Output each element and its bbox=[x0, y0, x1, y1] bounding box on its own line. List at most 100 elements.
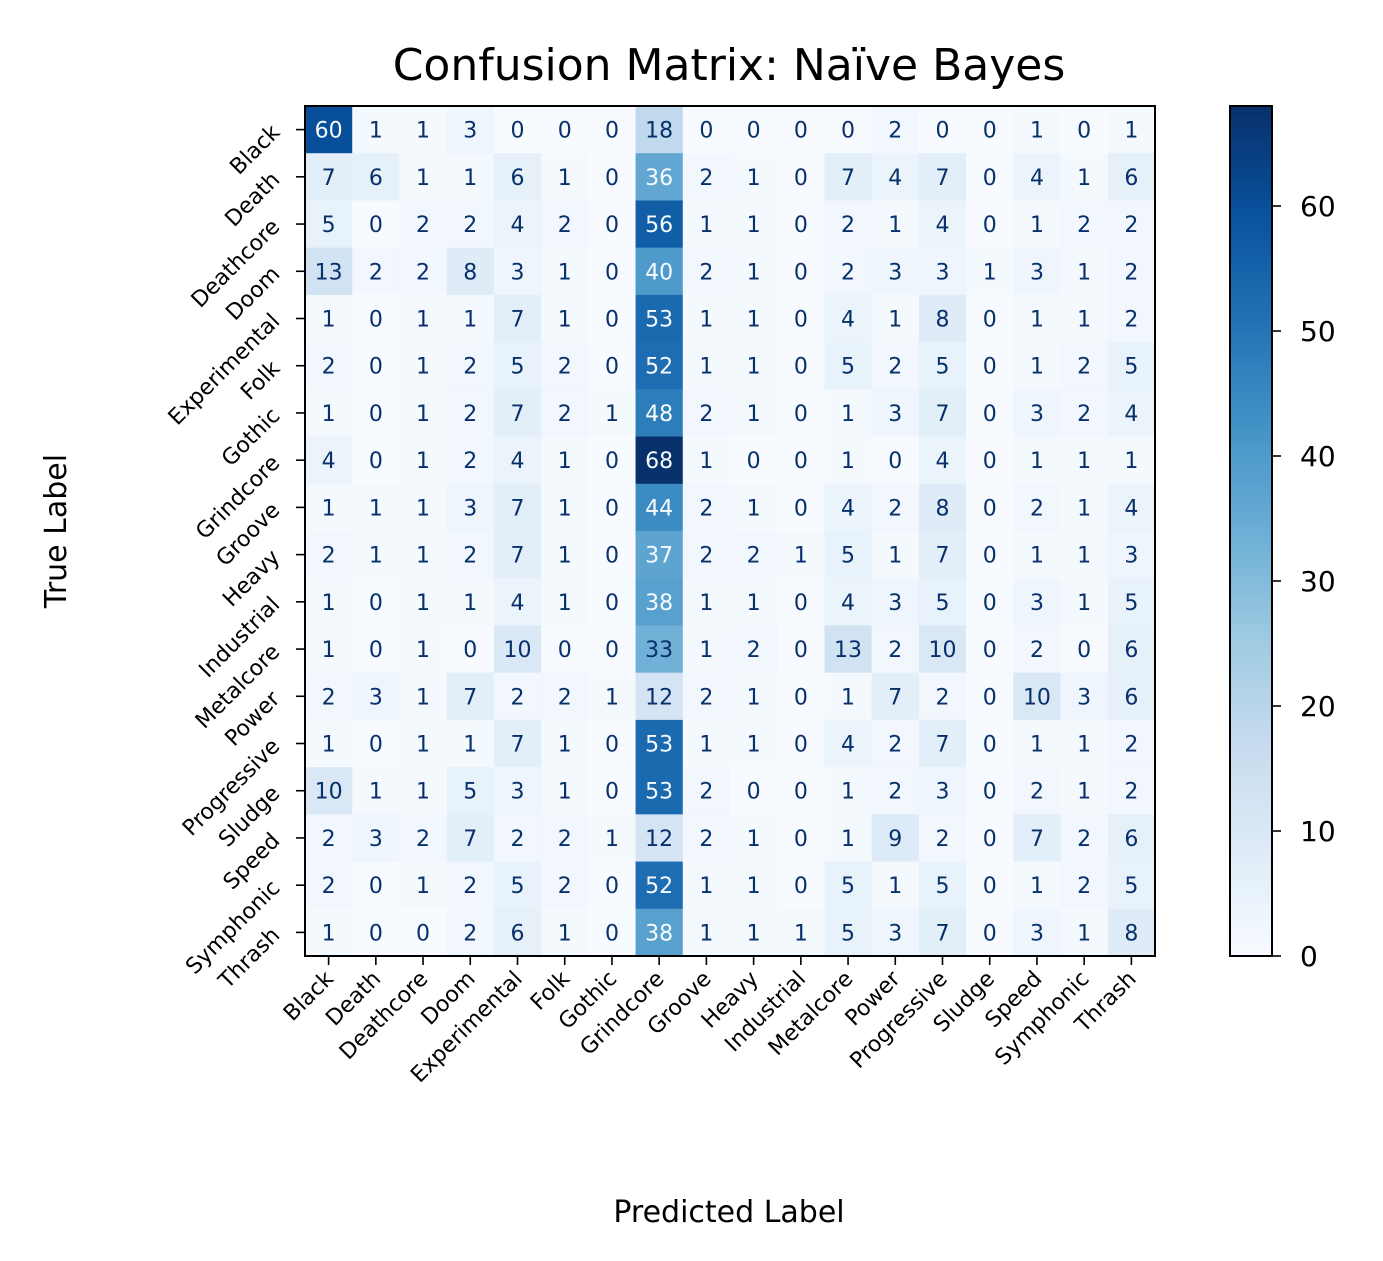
cell-value-label: 0 bbox=[605, 874, 619, 899]
cell-value-label: 1 bbox=[747, 685, 761, 710]
heatmap-cell bbox=[541, 861, 589, 910]
cell-value-label: 2 bbox=[558, 685, 572, 710]
heatmap-cell bbox=[1107, 389, 1156, 438]
cell-value-label: 0 bbox=[983, 827, 997, 852]
cell-value-label: 0 bbox=[747, 780, 761, 805]
cell-value-label: 2 bbox=[888, 780, 902, 805]
heatmap-cell bbox=[399, 200, 448, 249]
heatmap-cell bbox=[1107, 200, 1156, 249]
heatmap-cell bbox=[588, 578, 637, 626]
heatmap-cell bbox=[399, 436, 448, 485]
colorbar-tick-label: 0 bbox=[1300, 940, 1318, 973]
heatmap-cell bbox=[777, 153, 825, 201]
cell-value-label: 1 bbox=[605, 685, 619, 710]
heatmap-cell bbox=[824, 389, 873, 438]
heatmap-cell bbox=[446, 389, 495, 438]
heatmap-cell bbox=[871, 672, 920, 721]
cell-value-label: 1 bbox=[747, 213, 761, 238]
cell-value-label: 7 bbox=[511, 733, 525, 758]
heatmap-cell bbox=[1013, 247, 1062, 296]
heatmap-cell bbox=[446, 814, 495, 863]
heatmap-cell bbox=[635, 672, 684, 721]
heatmap-cell bbox=[966, 625, 1014, 674]
cell-value-label: 7 bbox=[511, 544, 525, 569]
cell-value-label: 1 bbox=[888, 213, 902, 238]
cell-value-label: 38 bbox=[645, 591, 673, 616]
cell-value-label: 2 bbox=[1030, 496, 1044, 521]
cell-value-label: 9 bbox=[888, 827, 902, 852]
cell-value-label: 1 bbox=[699, 308, 713, 333]
heatmap-cell bbox=[824, 578, 873, 626]
heatmap-cell bbox=[446, 719, 495, 768]
heatmap-cell bbox=[966, 578, 1014, 626]
cell-value-label: 6 bbox=[1124, 685, 1138, 710]
heatmap-cell bbox=[541, 767, 589, 815]
cell-value-label: 3 bbox=[463, 119, 477, 144]
heatmap-cell bbox=[635, 861, 684, 910]
heatmap-cell bbox=[493, 153, 542, 201]
heatmap-cell bbox=[588, 342, 637, 390]
heatmap-cell bbox=[777, 767, 825, 815]
cell-value-label: 1 bbox=[1124, 119, 1138, 144]
heatmap-cell bbox=[305, 200, 353, 249]
heatmap-cell bbox=[824, 861, 873, 910]
heatmap-cell bbox=[305, 578, 353, 626]
heatmap-cell bbox=[588, 814, 637, 863]
cell-value-label: 3 bbox=[888, 260, 902, 285]
cell-value-label: 0 bbox=[983, 874, 997, 899]
cell-value-label: 2 bbox=[699, 544, 713, 569]
heatmap-cell bbox=[588, 153, 637, 201]
cell-value-label: 6 bbox=[369, 166, 383, 191]
heatmap-cell bbox=[352, 342, 400, 390]
cell-value-label: 2 bbox=[888, 638, 902, 663]
heatmap-cell bbox=[446, 342, 495, 390]
cell-value-label: 1 bbox=[558, 496, 572, 521]
heatmap-cell bbox=[352, 861, 400, 910]
heatmap-cell bbox=[493, 483, 542, 532]
cell-value-label: 3 bbox=[1124, 544, 1138, 569]
heatmap-cell bbox=[1013, 719, 1062, 768]
cell-value-label: 0 bbox=[936, 119, 950, 144]
cell-value-label: 0 bbox=[794, 355, 808, 380]
heatmap-cell bbox=[635, 625, 684, 674]
cell-value-label: 0 bbox=[794, 591, 808, 616]
cell-value-label: 2 bbox=[322, 827, 336, 852]
heatmap-cell bbox=[588, 672, 637, 721]
heatmap-cell bbox=[635, 908, 684, 957]
cell-value-label: 3 bbox=[936, 260, 950, 285]
heatmap-cell bbox=[966, 719, 1014, 768]
heatmap-cell bbox=[777, 200, 825, 249]
cell-value-label: 1 bbox=[416, 449, 430, 474]
heatmap-cell bbox=[682, 247, 731, 296]
cell-value-label: 0 bbox=[983, 496, 997, 521]
heatmap-cell bbox=[1060, 578, 1109, 626]
cell-value-label: 1 bbox=[558, 780, 572, 805]
cell-value-label: 18 bbox=[645, 119, 673, 144]
cell-value-label: 1 bbox=[841, 780, 855, 805]
cell-value-label: 0 bbox=[369, 591, 383, 616]
heatmap-cell bbox=[966, 483, 1014, 532]
heatmap-cell bbox=[446, 625, 495, 674]
cell-value-label: 1 bbox=[1077, 780, 1091, 805]
heatmap-cell bbox=[352, 531, 400, 579]
cell-value-label: 0 bbox=[369, 402, 383, 427]
heatmap-cell bbox=[824, 483, 873, 532]
heatmap-cell bbox=[966, 814, 1014, 863]
cell-value-label: 1 bbox=[322, 733, 336, 758]
cell-value-label: 1 bbox=[369, 544, 383, 569]
heatmap-cell bbox=[541, 247, 589, 296]
heatmap-cell bbox=[777, 908, 825, 957]
heatmap-cell bbox=[1013, 908, 1062, 957]
cell-value-label: 1 bbox=[888, 544, 902, 569]
colorbar-tick-label: 20 bbox=[1300, 690, 1336, 723]
heatmap-cell bbox=[918, 719, 967, 768]
heatmap-cell bbox=[1060, 436, 1109, 485]
heatmap-cell bbox=[352, 153, 400, 201]
cell-value-label: 2 bbox=[322, 355, 336, 380]
cell-value-label: 1 bbox=[747, 874, 761, 899]
cell-value-label: 1 bbox=[747, 827, 761, 852]
heatmap-cell bbox=[824, 814, 873, 863]
cell-value-label: 7 bbox=[936, 921, 950, 946]
cell-value-label: 1 bbox=[1030, 119, 1044, 144]
heatmap-cell bbox=[493, 814, 542, 863]
